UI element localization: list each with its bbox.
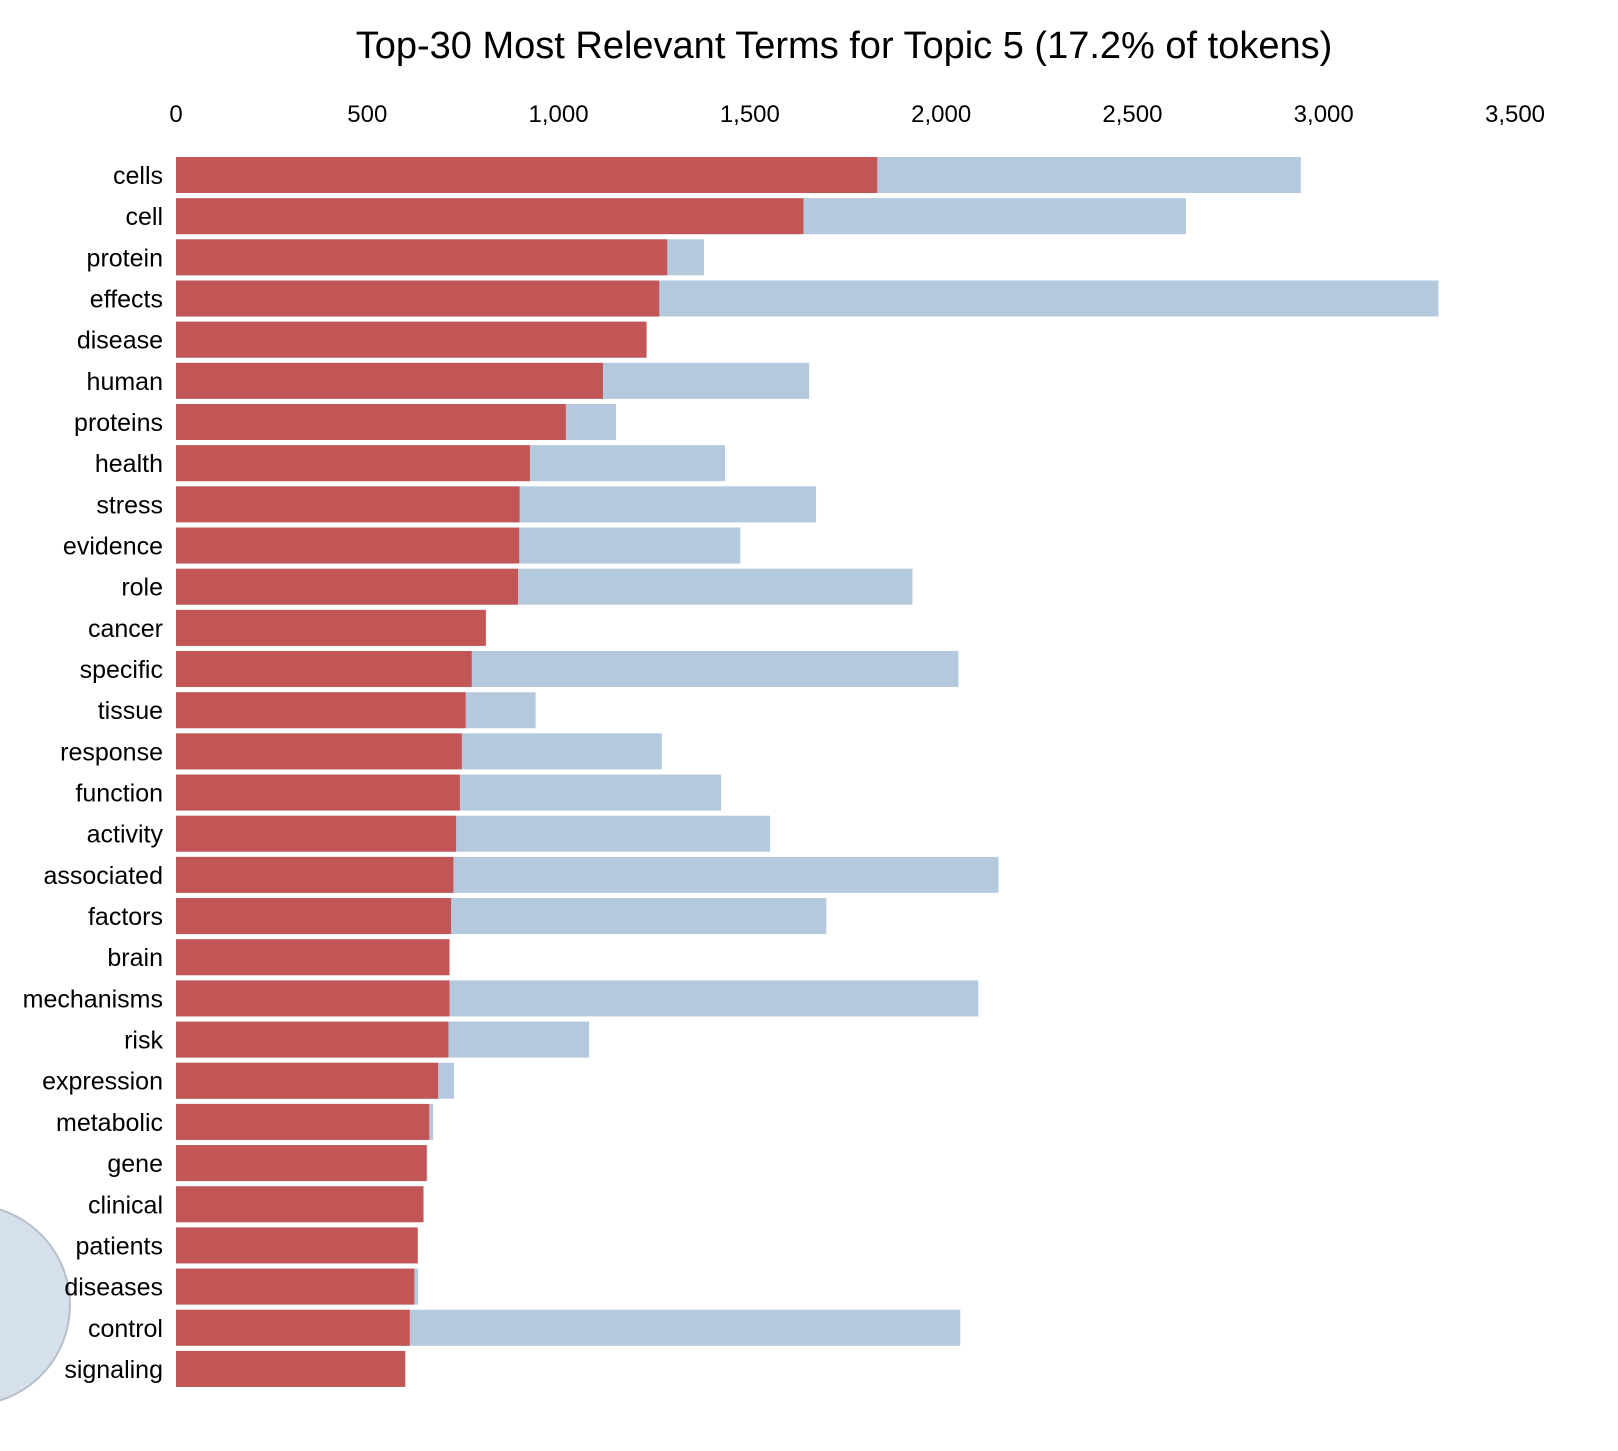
term-label[interactable]: mechanisms [23,985,163,1013]
decorative-circle-fragment [0,1208,71,1402]
term-label[interactable]: metabolic [56,1109,163,1137]
term-label[interactable]: human [87,368,163,396]
topic-frequency-bar[interactable] [176,1309,410,1346]
term-label[interactable]: activity [87,821,164,849]
topic-frequency-bar[interactable] [176,1268,415,1305]
term-label[interactable]: stress [96,491,163,519]
x-tick-label: 3,000 [1294,101,1354,128]
term-label[interactable]: evidence [63,533,163,561]
term-label[interactable]: function [75,780,163,808]
topic-frequency-bar[interactable] [176,1103,430,1140]
topic-frequency-bar[interactable] [176,898,452,935]
topic-frequency-bar[interactable] [176,1021,449,1058]
term-label[interactable]: response [60,738,163,766]
x-tick-label: 2,500 [1102,101,1162,128]
topic-frequency-bar[interactable] [176,774,460,811]
term-label[interactable]: role [121,574,163,602]
term-label[interactable]: factors [88,903,163,931]
x-tick-label: 3,500 [1485,101,1545,128]
term-label[interactable]: expression [42,1068,163,1096]
term-label[interactable]: associated [43,862,163,890]
term-label[interactable]: health [95,450,163,478]
topic-frequency-bar[interactable] [176,527,520,564]
term-label[interactable]: brain [107,944,163,972]
topic-frequency-bar[interactable] [176,692,466,729]
x-tick-label: 1,000 [529,101,589,128]
term-label[interactable]: patients [75,1232,163,1260]
x-tick-label: 2,000 [911,101,971,128]
term-label[interactable]: gene [107,1150,163,1178]
topic-frequency-bar[interactable] [176,404,566,441]
topic-frequency-bar[interactable] [176,939,450,976]
topic-frequency-bar[interactable] [176,445,530,482]
term-label[interactable]: diseases [64,1274,163,1302]
term-label[interactable]: cancer [88,615,163,643]
term-label[interactable]: cell [125,203,163,231]
topic-frequency-bar[interactable] [176,362,603,399]
topic-frequency-bar[interactable] [176,1227,418,1264]
topic-frequency-bar[interactable] [176,1062,439,1099]
x-axis: 0 500 1,000 1,500 2,000 2,500 3,000 3,500 [169,101,1545,128]
x-tick-label: 0 [169,101,182,128]
topic-frequency-bar[interactable] [176,568,519,605]
term-label[interactable]: risk [124,1027,163,1055]
topic-frequency-bar[interactable] [176,486,520,523]
term-label[interactable]: cells [113,162,163,190]
topic-frequency-bar[interactable] [176,815,457,852]
term-label[interactable]: protein [87,244,163,272]
topic-frequency-bar[interactable] [176,1145,427,1182]
term-label[interactable]: disease [77,327,163,355]
term-label[interactable]: clinical [88,1191,163,1219]
topic-frequency-bar[interactable] [176,733,462,770]
topic-frequency-bar[interactable] [176,1350,406,1387]
topic-frequency-bar[interactable] [176,651,472,688]
term-label[interactable]: proteins [74,409,163,437]
topic-frequency-bar[interactable] [176,609,486,646]
x-tick-label: 1,500 [720,101,780,128]
topic-frequency-bar[interactable] [176,980,450,1017]
x-tick-label: 500 [347,101,387,128]
topic-frequency-bar[interactable] [176,1186,424,1223]
term-label[interactable]: signaling [64,1356,163,1384]
topic-frequency-bar[interactable] [176,157,878,193]
topic-frequency-bar[interactable] [176,198,804,235]
term-label[interactable]: effects [90,286,163,314]
term-label[interactable]: control [88,1315,163,1343]
term-label[interactable]: specific [80,656,163,684]
term-label[interactable]: tissue [98,697,163,725]
topic-frequency-bar[interactable] [176,321,647,358]
topic-frequency-bar[interactable] [176,239,668,276]
topic-frequency-bar[interactable] [176,856,454,893]
bars [176,157,1439,1387]
term-labels: cells cell protein effects disease human prote… [23,162,164,1384]
topic-frequency-bar[interactable] [176,280,660,317]
chart-title: Top-30 Most Relevant Terms for Topic 5 (… [356,25,1333,67]
